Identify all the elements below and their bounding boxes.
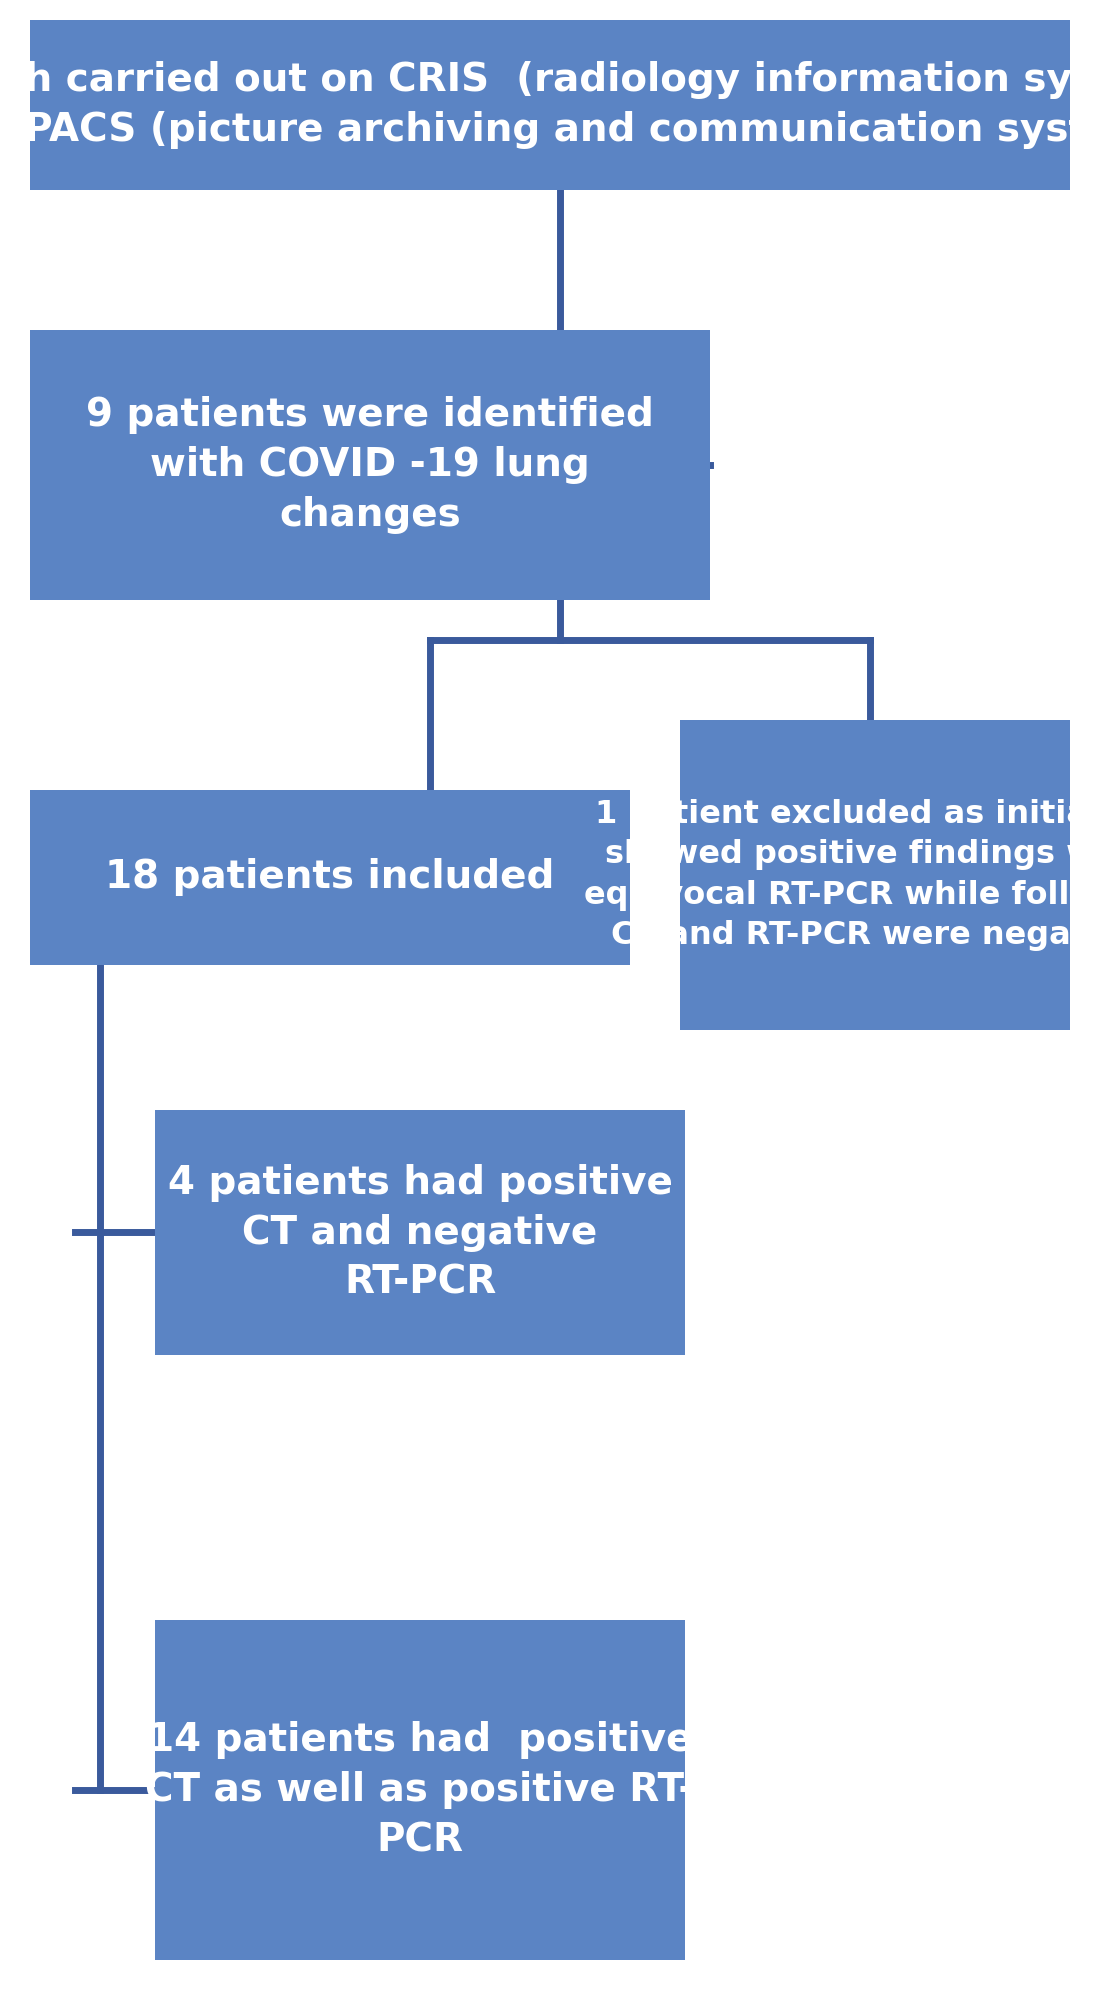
Text: Search carried out on CRIS  (radiology information system)
and PACS (picture arc: Search carried out on CRIS (radiology in… [0,60,1100,150]
Text: 14 patients had  positive
CT as well as positive RT-
PCR: 14 patients had positive CT as well as p… [145,1720,695,1860]
FancyBboxPatch shape [155,1110,685,1356]
FancyBboxPatch shape [155,1620,685,1960]
FancyBboxPatch shape [30,20,1070,190]
Text: 9 patients were identified
with COVID -19 lung
changes: 9 patients were identified with COVID -1… [86,396,653,534]
Text: 1 patient excluded as initial CT
showed positive findings with
equivocal RT-PCR : 1 patient excluded as initial CT showed … [584,798,1100,952]
FancyBboxPatch shape [30,330,710,600]
FancyBboxPatch shape [680,720,1070,1030]
FancyBboxPatch shape [30,790,630,966]
Text: 18 patients included: 18 patients included [106,858,554,896]
Text: 4 patients had positive
CT and negative
RT-PCR: 4 patients had positive CT and negative … [167,1164,672,1302]
